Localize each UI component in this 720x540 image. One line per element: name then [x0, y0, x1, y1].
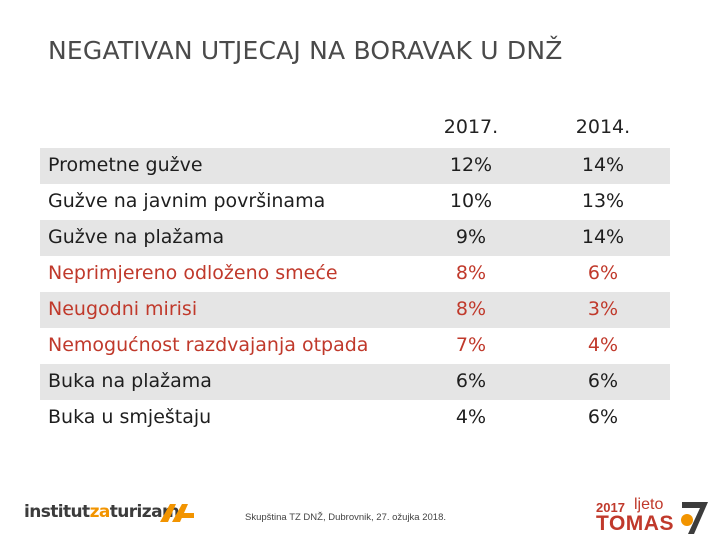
value-2017: 12%	[449, 154, 493, 176]
table-row-highlighted: Neugodni mirisi 8% 3%	[40, 292, 670, 328]
value-2014: 6%	[587, 406, 619, 428]
value-2014: 14%	[581, 226, 625, 248]
table-row: Buka u smještaju 4% 6%	[40, 400, 670, 436]
row-label: Buka u smještaju	[48, 406, 212, 428]
row-label: Neprimjereno odloženo smeće	[48, 262, 338, 284]
ljeto-tomas-logo: 2017 ljeto TOMAS	[596, 496, 714, 538]
table-row: Gužve na javnim površinama 10% 13%	[40, 184, 670, 220]
table-row-highlighted: Neprimjereno odloženo smeće 8% 6%	[40, 256, 670, 292]
value-2017: 6%	[455, 370, 487, 392]
logo-mark-icon	[160, 504, 194, 522]
value-2017: 8%	[455, 298, 487, 320]
table-row-highlighted: Nemogućnost razdvajanja otpada 7% 4%	[40, 328, 670, 364]
row-label: Gužve na javnim površinama	[48, 190, 326, 212]
impact-table: Prometne gužve 12% 14% Gužve na javnim p…	[40, 148, 670, 436]
row-label: Buka na plažama	[48, 370, 212, 392]
sun-seven-icon	[681, 502, 708, 534]
value-2014: 6%	[587, 262, 619, 284]
institut-za-turizam-logo: institutzaturizam	[24, 502, 194, 532]
table-row: Gužve na plažama 9% 14%	[40, 220, 670, 256]
value-2014: 6%	[587, 370, 619, 392]
column-header-2017: 2017.	[443, 116, 499, 138]
table-row: Buka na plažama 6% 6%	[40, 364, 670, 400]
value-2014: 4%	[587, 334, 619, 356]
value-2017: 8%	[455, 262, 487, 284]
value-2014: 3%	[587, 298, 619, 320]
value-2017: 9%	[455, 226, 487, 248]
value-2017: 10%	[449, 190, 493, 212]
row-label: Prometne gužve	[48, 154, 203, 176]
value-2014: 13%	[581, 190, 625, 212]
row-label: Neugodni mirisi	[48, 298, 198, 320]
footer-text: Skupština TZ DNŽ, Dubrovnik, 27. ožujka …	[245, 512, 447, 523]
row-label: Nemogućnost razdvajanja otpada	[48, 334, 369, 356]
table-row: Prometne gužve 12% 14%	[40, 148, 670, 184]
value-2017: 7%	[455, 334, 487, 356]
row-label: Gužve na plažama	[48, 226, 225, 248]
value-2014: 14%	[581, 154, 625, 176]
slide-title: NEGATIVAN UTJECAJ NA BORAVAK U DNŽ	[48, 36, 563, 65]
value-2017: 4%	[455, 406, 487, 428]
column-header-2014: 2014.	[575, 116, 631, 138]
